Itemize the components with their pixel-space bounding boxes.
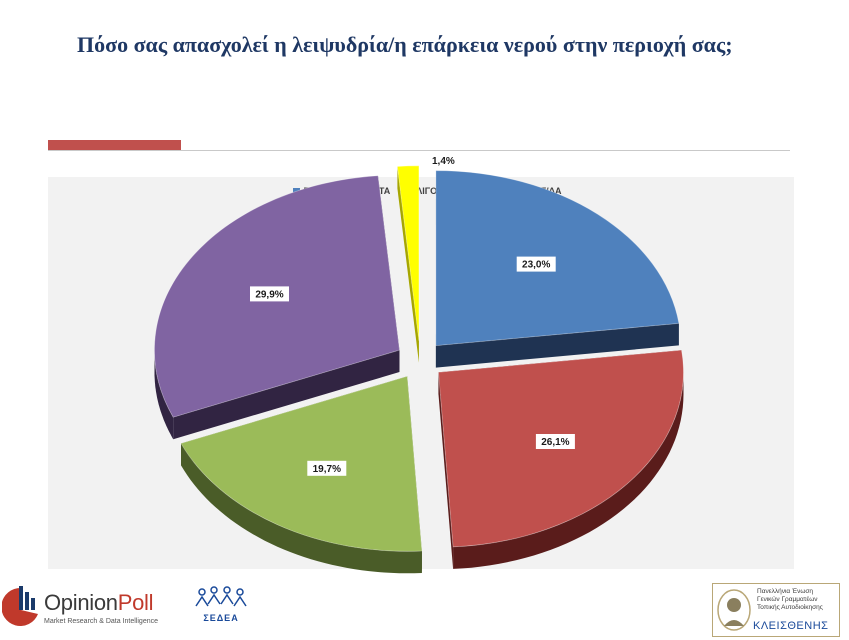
data-label: 29,9% xyxy=(255,289,283,300)
pie-slice xyxy=(180,375,423,552)
data-label-box xyxy=(516,256,556,272)
opinionpoll-logo-icon xyxy=(2,586,38,626)
pie-slice-side xyxy=(453,372,684,569)
data-label-box xyxy=(427,153,460,169)
legend-label: ΛΙΓΟ xyxy=(416,186,438,196)
pie-slice-wall xyxy=(173,350,400,440)
data-label: 1,4% xyxy=(432,156,455,167)
pie-slice-wall xyxy=(435,323,679,368)
data-label: 26,1% xyxy=(541,437,569,448)
kleisthenis-name: ΚΛΕΙΣΘΕΝΗΣ xyxy=(753,620,829,632)
pie-slice-side xyxy=(181,443,422,574)
kleisthenis-text: Πανελλήνια Ένωση Γενικών Γραμματέων Τοπι… xyxy=(757,588,823,611)
opinionpoll-name: OpinionPoll xyxy=(44,590,154,615)
data-label-box xyxy=(250,286,289,302)
sedea-logo: ΣΕΔΕΑ xyxy=(192,586,250,623)
pie-slice-side xyxy=(154,350,174,440)
opinionpoll-tagline: Market Research & Data Intelligence xyxy=(44,618,158,625)
data-label: 19,7% xyxy=(313,464,341,475)
data-label: 23,0% xyxy=(522,260,550,271)
title-accent-bar xyxy=(48,140,181,150)
legend-swatch xyxy=(293,187,301,195)
sedea-name: ΣΕΔΕΑ xyxy=(203,613,239,623)
pie-slice xyxy=(435,170,680,347)
pie-slice-wall xyxy=(438,372,454,569)
pie-slice xyxy=(396,165,420,341)
kleisthenis-bust-icon xyxy=(717,589,751,631)
kleisthenis-logo: Πανελλήνια Ένωση Γενικών Γραμματέων Τοπι… xyxy=(712,583,840,637)
pie-slice-wall xyxy=(397,166,419,363)
sedea-people-icon xyxy=(195,586,247,607)
data-label-box xyxy=(307,460,347,476)
page-title: Πόσο σας απασχολεί η λειψυδρία/η επάρκει… xyxy=(77,32,733,57)
data-label-box xyxy=(535,434,575,449)
title-divider xyxy=(48,150,790,151)
